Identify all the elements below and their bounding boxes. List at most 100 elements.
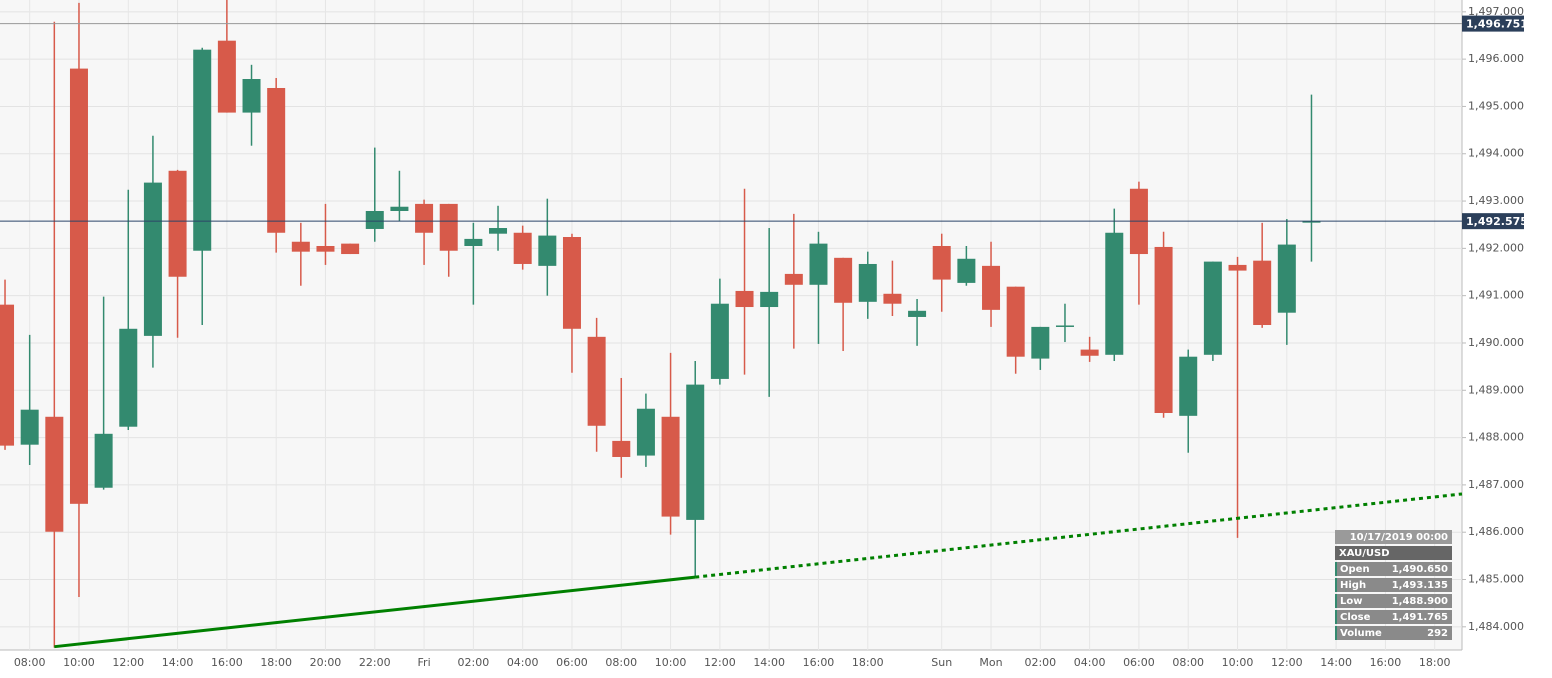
candle-body — [390, 206, 409, 211]
candle-body — [20, 409, 39, 445]
info-row-label: Volume — [1340, 628, 1382, 639]
price-label: 1,492.575 — [1466, 215, 1528, 228]
candle-body — [538, 235, 557, 266]
info-row-bg — [1335, 610, 1452, 624]
candle-body — [1105, 232, 1124, 355]
candle-body — [1203, 261, 1222, 355]
price-label-box — [1462, 213, 1524, 230]
candle-body — [242, 79, 261, 113]
candle-body — [45, 416, 64, 532]
info-row-strip — [1335, 610, 1337, 624]
y-tick-label: 1,494.000 — [1468, 147, 1524, 160]
candle-body — [143, 182, 162, 336]
candle-body — [710, 303, 729, 379]
x-tick-label: 10:00 — [63, 656, 95, 669]
x-tick-label: 08:00 — [1172, 656, 1204, 669]
x-tick-label: 16:00 — [1370, 656, 1402, 669]
x-tick-label: 18:00 — [260, 656, 292, 669]
y-tick-label: 1,497.000 — [1468, 5, 1524, 18]
info-row-bg — [1335, 626, 1452, 640]
info-row-label: Open — [1340, 564, 1370, 575]
candle-body — [858, 263, 877, 302]
candle-body — [636, 408, 655, 456]
candle-body — [1031, 326, 1050, 359]
y-tick-label: 1,491.000 — [1468, 289, 1524, 302]
candle-body — [464, 238, 483, 246]
x-tick-label: 16:00 — [211, 656, 243, 669]
candle-body — [834, 257, 853, 303]
y-tick-label: 1,492.000 — [1468, 241, 1524, 254]
x-tick-label: 16:00 — [803, 656, 835, 669]
candle-body — [760, 291, 779, 308]
candle-body — [982, 265, 1001, 310]
x-tick-label: 08:00 — [605, 656, 637, 669]
y-tick-label: 1,487.000 — [1468, 478, 1524, 491]
candle-body — [193, 49, 212, 251]
candle-body — [1154, 246, 1173, 413]
x-tick-label: 14:00 — [1320, 656, 1352, 669]
candle-body — [439, 203, 458, 251]
info-symbol-bg — [1335, 546, 1452, 560]
info-row-value: 292 — [1427, 628, 1448, 639]
x-tick-label: 06:00 — [1123, 656, 1155, 669]
x-tick-label: 22:00 — [359, 656, 391, 669]
x-tick-label: 20:00 — [310, 656, 342, 669]
candle-body — [316, 245, 335, 252]
x-tick-label: 02:00 — [1024, 656, 1056, 669]
candle-body — [365, 210, 384, 229]
candle-body — [612, 440, 631, 457]
candle-body — [784, 273, 803, 285]
candle-body — [957, 258, 976, 283]
candle-body — [119, 328, 138, 427]
candle-body — [1006, 286, 1025, 357]
candle-body — [809, 243, 828, 285]
x-tick-label: 04:00 — [507, 656, 539, 669]
candle-body — [932, 245, 951, 280]
candle-body — [489, 228, 508, 234]
candle-body — [267, 87, 286, 233]
candle-body — [661, 416, 680, 517]
info-row-strip — [1335, 578, 1337, 592]
info-row-label: Low — [1340, 596, 1362, 607]
trendline-extension — [695, 492, 1463, 579]
info-row-strip — [1335, 594, 1337, 608]
info-row-value: 1,491.765 — [1392, 612, 1448, 623]
x-tick-label: 14:00 — [162, 656, 194, 669]
y-tick-label: 1,486.000 — [1468, 525, 1524, 538]
info-row-bg — [1335, 594, 1452, 608]
x-tick-label: 06:00 — [556, 656, 588, 669]
x-tick-label: Fri — [418, 656, 431, 669]
price-label: 1,496.751 — [1466, 18, 1528, 31]
x-tick-label: 12:00 — [1271, 656, 1303, 669]
info-row-value: 1,493.135 — [1392, 580, 1448, 591]
price-label-box — [1462, 15, 1524, 32]
trendline — [54, 575, 696, 649]
info-row-label: High — [1340, 580, 1366, 591]
x-tick-label: 10:00 — [655, 656, 687, 669]
info-row-bg — [1335, 562, 1452, 576]
candle-body — [513, 232, 532, 264]
candle-body — [735, 290, 754, 308]
y-tick-label: 1,490.000 — [1468, 336, 1524, 349]
candle-body — [1179, 356, 1198, 416]
candle-body — [69, 68, 88, 504]
x-tick-label: 18:00 — [852, 656, 884, 669]
info-date-bg — [1335, 530, 1452, 544]
candle-body — [587, 336, 606, 426]
y-tick-label: 1,488.000 — [1468, 431, 1524, 444]
y-tick-label: 1,484.000 — [1468, 620, 1524, 633]
y-tick-label: 1,495.000 — [1468, 99, 1524, 112]
x-tick-label: 14:00 — [753, 656, 785, 669]
info-date: 10/17/2019 00:00 — [1350, 532, 1448, 543]
y-tick-label: 1,489.000 — [1468, 383, 1524, 396]
x-tick-label: 02:00 — [458, 656, 490, 669]
x-tick-label: 08:00 — [14, 656, 46, 669]
info-row-value: 1,490.650 — [1392, 564, 1448, 575]
y-tick-label: 1,496.000 — [1468, 52, 1524, 65]
info-row-label: Close — [1340, 612, 1371, 623]
x-tick-label: Sun — [931, 656, 952, 669]
x-tick-label: 12:00 — [112, 656, 144, 669]
x-tick-label: 18:00 — [1419, 656, 1451, 669]
candle-body — [562, 237, 581, 329]
